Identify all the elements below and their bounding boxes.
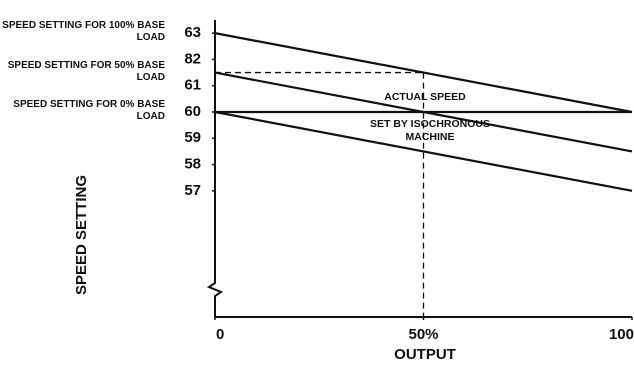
y-tick-label: 82 [184,50,201,67]
x-tick-label: 50% [408,326,438,343]
series-line [214,32,633,114]
series-label: ACTUAL SPEED [384,90,466,103]
y-axis-label: SPEED SETTING [73,175,90,295]
series-label: SPEED SETTING FOR 0% BASE LOAD [13,98,165,122]
y-tick-label: 57 [184,182,201,199]
y-tick-label: 63 [184,24,201,41]
x-tick-label: 100 [609,326,634,343]
y-tick-label: 59 [184,129,201,146]
y-axis [206,20,224,317]
series-line [214,110,633,192]
x-axis-label: OUTPUT [394,346,456,363]
y-tick-label: 61 [184,77,201,94]
y-tick-label: 58 [184,156,201,173]
annotation: SET BY ISOCHRONOUS MACHINE [370,117,490,143]
series-label: SPEED SETTING FOR 50% BASE LOAD [7,59,165,83]
y-tick-label: 60 [184,103,201,120]
x-tick-label: 0 [216,326,224,343]
series-label: SPEED SETTING FOR 100% BASE LOAD [2,20,165,44]
